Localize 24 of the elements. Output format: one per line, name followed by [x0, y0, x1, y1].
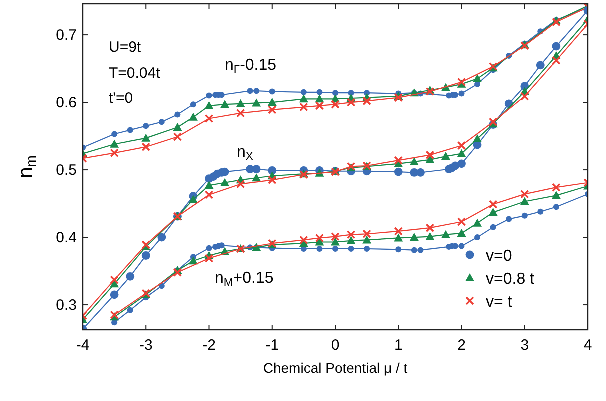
annotation: t'=0 [109, 90, 134, 107]
legend-label: v=0.8 t [486, 271, 536, 288]
annotation: n$_{M}$+0.15 [215, 270, 274, 290]
annotation: n$_{Γ}$-0.15 [225, 57, 277, 76]
y-tick-label: 0.7 [56, 27, 77, 44]
x-axis-title: Chemical Potential μ / t [263, 360, 408, 376]
x-tick-label: 3 [520, 337, 530, 354]
x-tick-label: -4 [76, 337, 90, 354]
legend-label: v=0 [486, 248, 512, 265]
x-tick-label: 0 [331, 337, 340, 354]
x-tick-label: -1 [266, 337, 280, 354]
y-tick-label: 0.3 [56, 297, 77, 314]
annotation: n$_{X}$ [237, 144, 254, 164]
x-tick-label: 1 [394, 337, 403, 354]
y-tick-label: 0.6 [56, 94, 77, 112]
x-tick-label: 4 [584, 337, 592, 354]
legend-label: v= t [486, 294, 513, 311]
x-tick-label: -3 [139, 337, 153, 354]
annotation: T=0.04t [109, 65, 162, 82]
y-tick-label: 0.4 [56, 230, 77, 247]
y-tick-label: 0.5 [56, 162, 77, 180]
annotation: U=9t [109, 39, 142, 56]
x-tick-label: 2 [458, 337, 466, 354]
x-tick-label: -2 [202, 337, 216, 354]
